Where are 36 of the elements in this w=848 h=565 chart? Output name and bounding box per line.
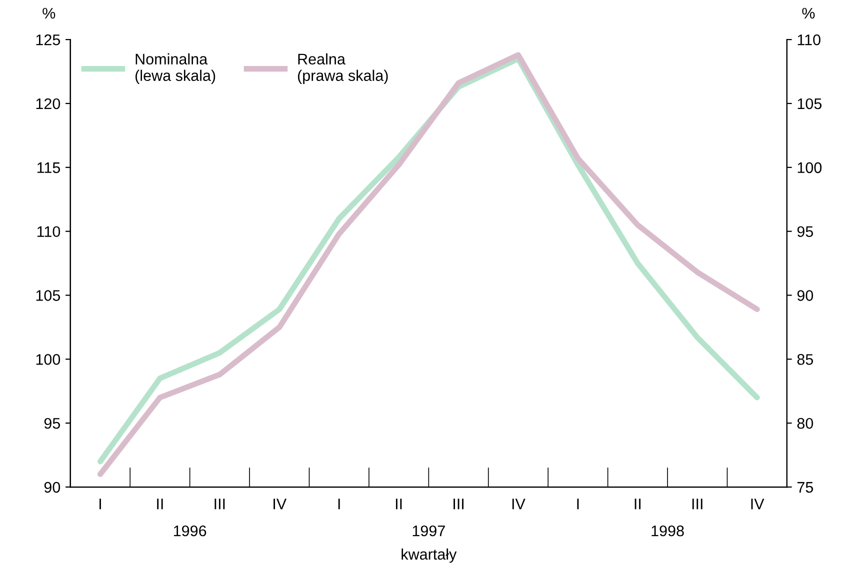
y-tick-label: 125 <box>36 34 60 46</box>
x-tick-label: III <box>214 498 225 510</box>
y-tick-label: 100 <box>36 354 60 365</box>
x-tick-label: I <box>100 498 101 510</box>
x-tick-label: III <box>454 498 464 510</box>
x-tick-label: II <box>157 498 163 510</box>
x-tick-label: II <box>396 498 402 510</box>
y-tick-label: 90 <box>44 482 60 493</box>
x-tick-label: I <box>338 498 340 510</box>
text: 1997 <box>412 525 445 536</box>
y-tick-label: 105 <box>36 290 60 301</box>
x-tick-label: IV <box>751 498 764 510</box>
y2-tick-label: 90 <box>797 290 814 301</box>
x-axis-title: kwartały <box>402 548 457 563</box>
x-tick-label: I <box>577 498 579 510</box>
text: 1998 <box>652 525 684 536</box>
y2-tick-label: 95 <box>797 226 814 238</box>
y2-tick-label: 100 <box>798 162 822 174</box>
y-axis-title: % <box>42 8 56 19</box>
x-tick-label: II <box>634 498 640 510</box>
y-tick-label: 110 <box>37 226 60 238</box>
y-tick-label: 95 <box>44 418 60 429</box>
y-tick-label: 120 <box>36 98 60 110</box>
y2-tick-label: 80 <box>797 418 814 429</box>
y-tick-label: 115 <box>37 162 60 174</box>
y2-axis-title: % <box>802 8 815 19</box>
y2-tick-label: 75 <box>797 482 814 493</box>
legend-label: Realna (prawa skala) <box>298 53 388 84</box>
legend-label: Nominalna (lewa skala) <box>136 53 216 84</box>
y2-tick-label: 85 <box>797 354 814 365</box>
y2-tick-label: 105 <box>798 98 822 110</box>
y2-tick-label: 110 <box>798 34 820 46</box>
x-tick-label: III <box>692 498 702 510</box>
x-tick-label: IV <box>274 498 287 510</box>
x-tick-label: IV <box>512 498 526 510</box>
text: 1996 <box>174 525 206 536</box>
